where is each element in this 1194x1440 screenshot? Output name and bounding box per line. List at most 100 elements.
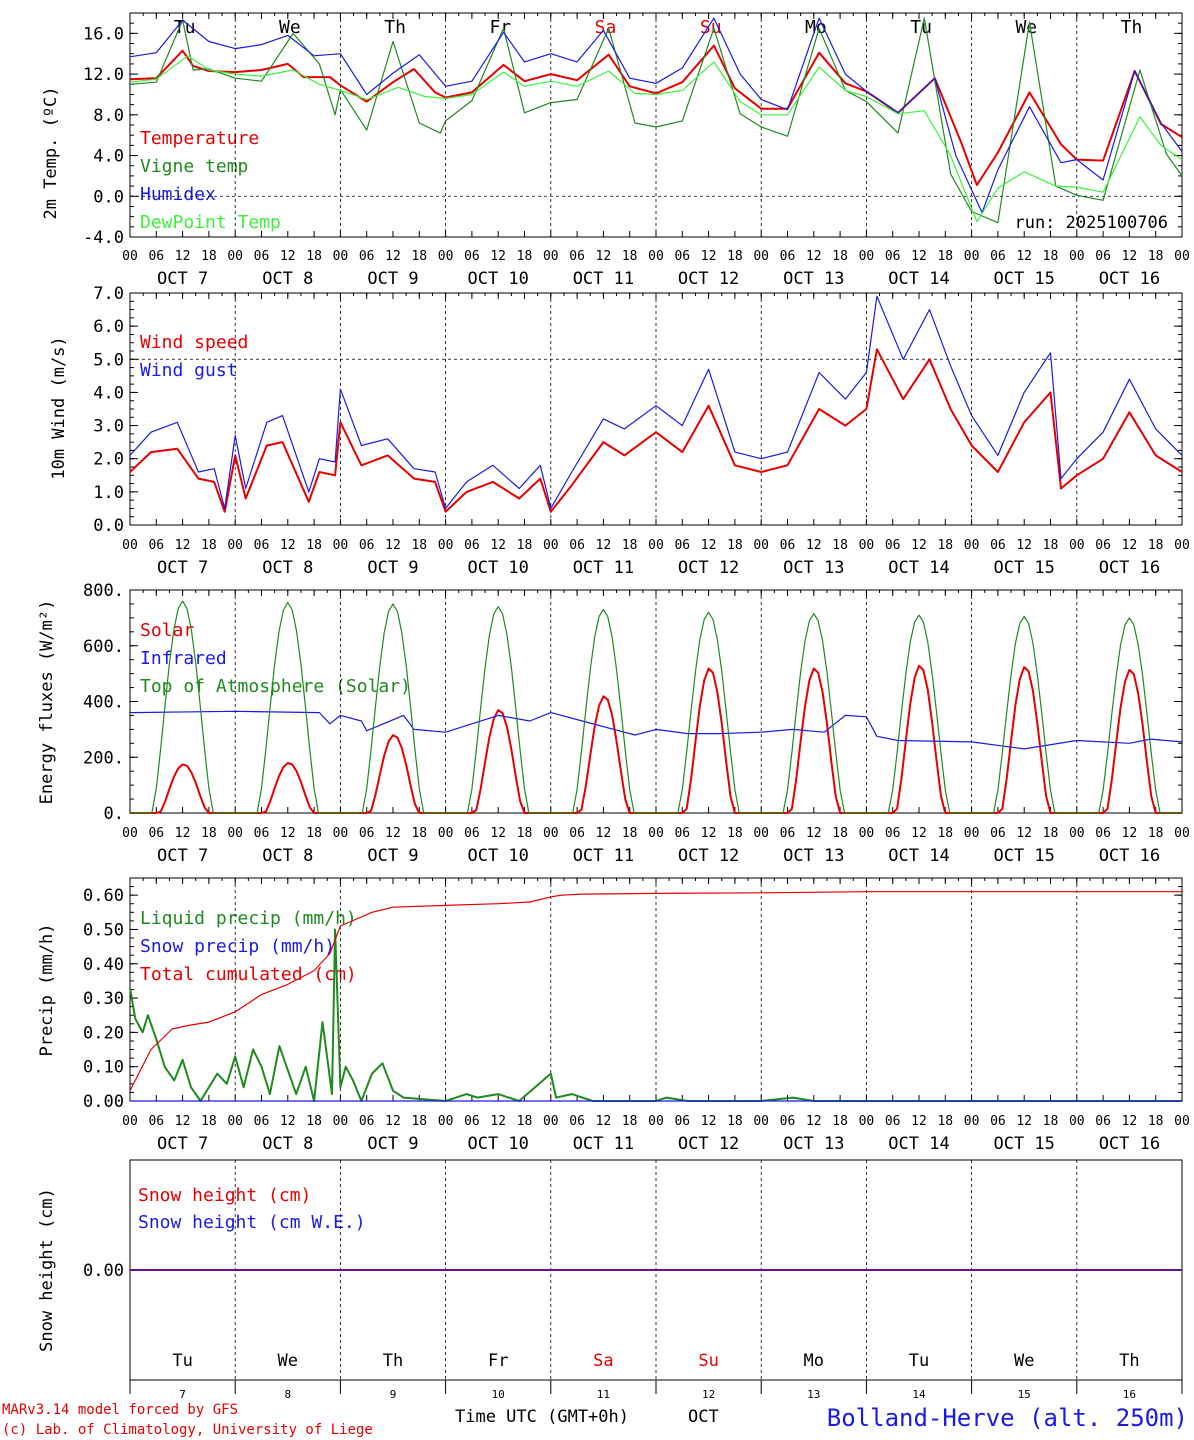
- hour-label: 06: [464, 249, 480, 264]
- weekday-label: Tu: [172, 1351, 192, 1371]
- weekday-label: Su: [698, 1351, 718, 1371]
- hour-label: 06: [569, 1114, 585, 1129]
- y-tick-label: 4.0: [93, 383, 124, 403]
- hour-label: 06: [148, 1114, 164, 1129]
- hour-label: 00: [438, 538, 454, 553]
- date-label: OCT 16: [1099, 558, 1160, 578]
- hour-label: 18: [1043, 249, 1059, 264]
- y-tick-label: 6.0: [93, 317, 124, 337]
- hour-label: 18: [201, 1114, 217, 1129]
- temperature-line: [129, 44, 1183, 187]
- hour-label: 18: [411, 1114, 427, 1129]
- legend-snow-height-we: Snow height (cm W.E.): [138, 1212, 366, 1233]
- date-label: OCT 13: [783, 846, 844, 866]
- hour-label: 00: [1174, 249, 1190, 264]
- model-credit: MARv3.14 model forced by GFS: [2, 1402, 238, 1418]
- hour-label: 06: [569, 826, 585, 841]
- date-label: OCT 14: [888, 846, 949, 866]
- weekday-label: We: [278, 1351, 298, 1371]
- hour-label: 06: [254, 1114, 270, 1129]
- legend-wind-gust: Wind gust: [140, 360, 238, 381]
- y-tick-label: 800.: [83, 581, 124, 601]
- weekday-label: Fr: [488, 1351, 508, 1371]
- hour-label: 12: [385, 826, 401, 841]
- date-label: OCT 7: [157, 1134, 208, 1154]
- hour-label: 18: [622, 249, 638, 264]
- time-axis-label: Time UTC (GMT+0h): [455, 1407, 629, 1427]
- snow-panel: Snow height (cm) Snow height (cm) Snow h…: [37, 1159, 1183, 1401]
- hour-label: 12: [490, 249, 506, 264]
- day-number-label: 15: [1018, 1388, 1031, 1401]
- y-tick-label: 5.0: [93, 350, 124, 370]
- wind-ylabel: 10m Wind (m/s): [49, 336, 69, 479]
- run-label: run: 2025100706: [1014, 213, 1168, 233]
- hour-label: 12: [806, 538, 822, 553]
- hour-label: 06: [569, 538, 585, 553]
- legend-snow-precip: Snow precip (mm/h): [140, 936, 335, 957]
- hour-label: 12: [1016, 249, 1032, 264]
- hour-label: 06: [990, 826, 1006, 841]
- hour-label: 12: [175, 249, 191, 264]
- hour-label: 12: [806, 826, 822, 841]
- hour-label: 12: [911, 538, 927, 553]
- hour-label: 18: [1043, 538, 1059, 553]
- hour-label: 12: [701, 538, 717, 553]
- date-label: OCT 9: [367, 846, 418, 866]
- hour-label: 12: [490, 538, 506, 553]
- hour-label: 00: [438, 249, 454, 264]
- hour-label: 00: [543, 538, 559, 553]
- hour-label: 06: [254, 826, 270, 841]
- y-tick-label: 0.00: [83, 1092, 124, 1112]
- hour-label: 12: [490, 826, 506, 841]
- day-number-label: 11: [597, 1388, 610, 1401]
- hour-label: 06: [254, 538, 270, 553]
- date-label: OCT 16: [1099, 846, 1160, 866]
- y-tick-label: 0.20: [83, 1023, 124, 1043]
- date-label: OCT 7: [157, 846, 208, 866]
- weekday-label: Tu: [909, 1351, 929, 1371]
- hour-label: 18: [1043, 826, 1059, 841]
- hour-label: 12: [175, 826, 191, 841]
- hour-label: 12: [385, 1114, 401, 1129]
- hour-label: 12: [280, 826, 296, 841]
- precip-ylabel: Precip (mm/h): [37, 923, 57, 1056]
- hour-label: 00: [543, 1114, 559, 1129]
- hour-label: 18: [937, 249, 953, 264]
- legend-temperature: Temperature: [140, 128, 259, 149]
- legend-wind-speed: Wind speed: [140, 332, 248, 353]
- hour-label: 06: [674, 826, 690, 841]
- hour-label: 18: [411, 538, 427, 553]
- hour-label: 18: [832, 249, 848, 264]
- hour-label: 18: [306, 1114, 322, 1129]
- y-tick-label: 2.0: [93, 450, 124, 470]
- weekday-label: Sa: [595, 17, 617, 38]
- hour-label: 00: [333, 538, 349, 553]
- hour-label: 18: [832, 826, 848, 841]
- date-label: OCT 13: [783, 558, 844, 578]
- weekday-label: Fr: [489, 17, 511, 38]
- hour-label: 06: [148, 826, 164, 841]
- hour-label: 06: [674, 538, 690, 553]
- hour-label: 00: [859, 1114, 875, 1129]
- date-label: OCT 8: [262, 1134, 313, 1154]
- temperature-panel: 2m Temp. (ºC) Temperature Vigne temp Hum…: [41, 12, 1190, 289]
- hour-label: 06: [885, 1114, 901, 1129]
- hour-label: 00: [122, 538, 138, 553]
- day-number-label: 13: [807, 1388, 820, 1401]
- date-label: OCT 12: [678, 846, 739, 866]
- hour-label: 18: [201, 249, 217, 264]
- hour-label: 06: [464, 826, 480, 841]
- wind-speed-line: [129, 348, 1183, 513]
- hour-label: 00: [1069, 826, 1085, 841]
- hour-label: 06: [464, 1114, 480, 1129]
- y-tick-label: 0.0: [93, 516, 124, 536]
- hour-label: 06: [674, 1114, 690, 1129]
- date-label: OCT 10: [467, 558, 528, 578]
- hour-label: 00: [543, 249, 559, 264]
- y-tick-label: -4.0: [83, 228, 124, 248]
- dewpoint-temp-line: [129, 55, 1183, 223]
- hour-label: 00: [122, 826, 138, 841]
- hour-label: 12: [1016, 1114, 1032, 1129]
- date-label: OCT 12: [678, 558, 739, 578]
